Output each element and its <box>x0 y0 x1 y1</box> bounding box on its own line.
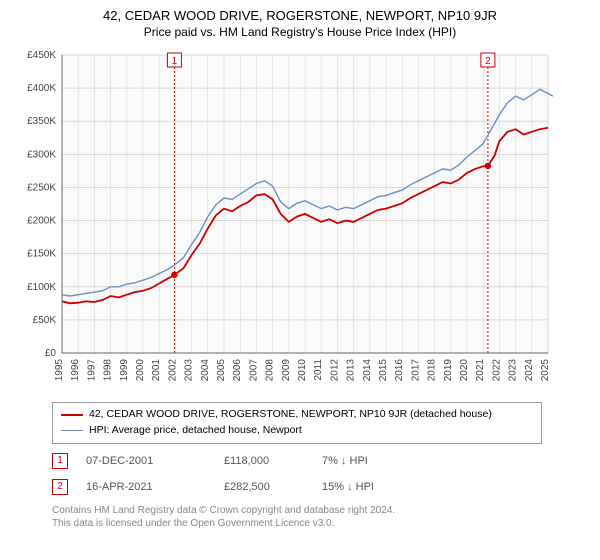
sale-marker-box: 2 <box>52 479 68 495</box>
svg-text:£350K: £350K <box>27 116 56 127</box>
svg-text:2002: 2002 <box>167 359 178 382</box>
svg-text:2004: 2004 <box>200 359 211 382</box>
footnote-line: This data is licensed under the Open Gov… <box>52 517 588 530</box>
svg-text:£150K: £150K <box>27 249 56 260</box>
svg-text:2013: 2013 <box>346 359 357 382</box>
footnote: Contains HM Land Registry data © Crown c… <box>52 504 588 530</box>
footnote-line: Contains HM Land Registry data © Crown c… <box>52 504 588 517</box>
sale-date: 16-APR-2021 <box>86 481 206 493</box>
sale-row: 2 16-APR-2021 £282,500 15% ↓ HPI <box>52 474 542 500</box>
svg-text:£250K: £250K <box>27 182 56 193</box>
legend-item: HPI: Average price, detached house, Newp… <box>61 423 533 439</box>
svg-text:2014: 2014 <box>362 359 373 382</box>
sale-row: 1 07-DEC-2001 £118,000 7% ↓ HPI <box>52 448 542 474</box>
svg-text:£400K: £400K <box>27 83 56 94</box>
svg-text:2003: 2003 <box>184 359 195 382</box>
svg-text:2: 2 <box>485 56 491 67</box>
svg-text:1999: 1999 <box>119 359 130 382</box>
svg-text:2025: 2025 <box>540 359 551 382</box>
chart-svg: £0 £50K £100K £150K £200K £250K £300K £350K £400… <box>12 47 572 391</box>
svg-text:2010: 2010 <box>297 359 308 382</box>
svg-text:2023: 2023 <box>508 359 519 382</box>
legend-label: 42, CEDAR WOOD DRIVE, ROGERSTONE, NEWPOR… <box>89 407 492 423</box>
legend-swatch <box>61 430 83 431</box>
svg-text:2022: 2022 <box>491 359 502 382</box>
svg-text:2019: 2019 <box>443 359 454 382</box>
svg-text:£450K: £450K <box>27 50 56 61</box>
svg-text:2001: 2001 <box>151 359 162 382</box>
svg-text:2018: 2018 <box>427 359 438 382</box>
svg-text:£300K: £300K <box>27 149 56 160</box>
svg-text:1: 1 <box>172 56 178 67</box>
svg-text:1997: 1997 <box>86 359 97 382</box>
svg-text:1995: 1995 <box>54 359 65 382</box>
sale-hpi-diff: 15% ↓ HPI <box>322 481 422 493</box>
svg-text:£0: £0 <box>45 348 57 359</box>
svg-text:£200K: £200K <box>27 216 56 227</box>
svg-text:2015: 2015 <box>378 359 389 382</box>
svg-text:2000: 2000 <box>135 359 146 382</box>
svg-text:2005: 2005 <box>216 359 227 382</box>
sale-marker-box: 1 <box>52 453 68 469</box>
svg-text:2009: 2009 <box>281 359 292 382</box>
price-chart: £0 £50K £100K £150K £200K £250K £300K £350K £400… <box>12 47 588 396</box>
page: 42, CEDAR WOOD DRIVE, ROGERSTONE, NEWPOR… <box>0 0 600 538</box>
svg-text:2016: 2016 <box>394 359 405 382</box>
svg-text:2012: 2012 <box>329 359 340 382</box>
svg-text:2024: 2024 <box>524 359 535 382</box>
legend-swatch <box>61 414 83 416</box>
page-subtitle: Price paid vs. HM Land Registry's House … <box>12 25 588 39</box>
svg-text:2021: 2021 <box>475 359 486 382</box>
sale-price: £282,500 <box>224 481 304 493</box>
svg-text:1998: 1998 <box>103 359 114 382</box>
sale-date: 07-DEC-2001 <box>86 455 206 467</box>
svg-text:2011: 2011 <box>313 359 324 381</box>
svg-text:2008: 2008 <box>265 359 276 382</box>
sale-price: £118,000 <box>224 455 304 467</box>
svg-text:1996: 1996 <box>70 359 81 382</box>
legend-label: HPI: Average price, detached house, Newp… <box>89 423 302 439</box>
svg-text:£50K: £50K <box>33 315 57 326</box>
svg-text:£100K: £100K <box>27 282 56 293</box>
svg-text:2007: 2007 <box>248 359 259 382</box>
svg-text:2017: 2017 <box>410 359 421 382</box>
legend: 42, CEDAR WOOD DRIVE, ROGERSTONE, NEWPOR… <box>52 402 542 444</box>
legend-item: 42, CEDAR WOOD DRIVE, ROGERSTONE, NEWPOR… <box>61 407 533 423</box>
sales-table: 1 07-DEC-2001 £118,000 7% ↓ HPI 2 16-APR-2021… <box>52 448 542 500</box>
sale-hpi-diff: 7% ↓ HPI <box>322 455 422 467</box>
svg-text:2006: 2006 <box>232 359 243 382</box>
page-title: 42, CEDAR WOOD DRIVE, ROGERSTONE, NEWPOR… <box>12 8 588 23</box>
svg-text:2020: 2020 <box>459 359 470 382</box>
